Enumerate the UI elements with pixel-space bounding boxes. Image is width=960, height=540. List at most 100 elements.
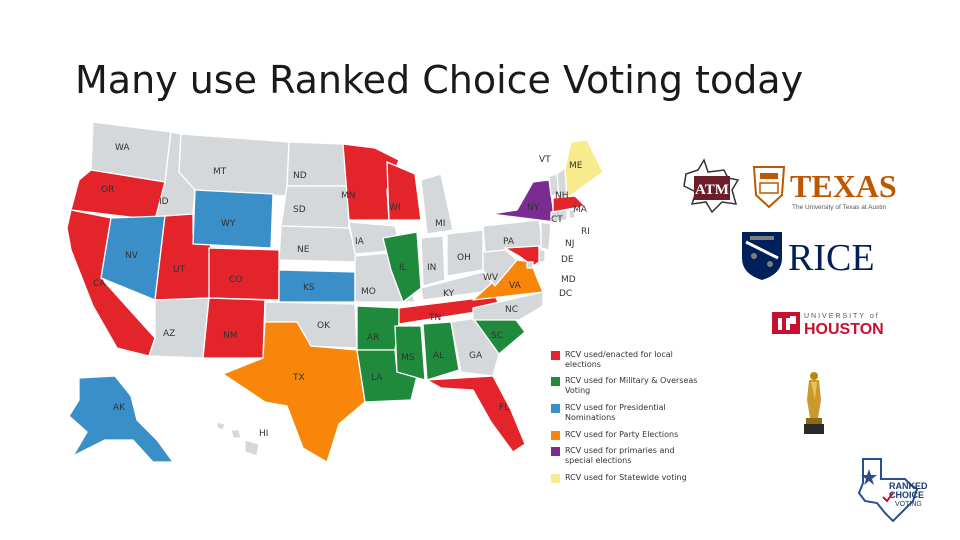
state-fl [426, 375, 526, 453]
rcv-texas-logo: RANKED CHOICE VOTING [855, 455, 941, 525]
state-label-sd: SD [293, 205, 306, 215]
rcv-logo-line3: VOTING [895, 501, 922, 508]
state-or [70, 169, 166, 221]
legend-swatch-primaries [551, 447, 560, 456]
state-mn [342, 143, 400, 221]
state-label-wa: WA [115, 143, 130, 153]
state-label-tn: TN [428, 313, 441, 323]
legend-label: RCV used for Military & Overseas Voting [565, 376, 698, 395]
state-label-tx: TX [292, 373, 305, 383]
map-legend: RCV used/enacted for local elections RCV… [545, 336, 707, 488]
state-label-md: MD [561, 275, 576, 285]
oscar-statuette-icon [796, 370, 832, 438]
state-label-ne: NE [297, 245, 310, 255]
ut-austin-logo: TEXAS The University of Texas at Austin [752, 163, 916, 215]
houston-logo: UNIVERSITY of HOUSTON [770, 308, 902, 344]
state-label-nd: ND [293, 171, 307, 181]
legend-label: RCV used for Statewide voting [565, 473, 687, 482]
state-label-dc: DC [559, 289, 572, 299]
houston-top-text: UNIVERSITY of [804, 313, 880, 320]
state-nm [202, 297, 266, 359]
us-map-svg: WA OR CA ID NV UT AZ MT WY CO NM ND SD NE KS OK TX MN IA MO… [43, 110, 660, 480]
state-nc [472, 291, 544, 321]
state-label-ks: KS [303, 283, 315, 293]
state-label-or: OR [101, 185, 114, 195]
state-label-nh: NH [555, 191, 569, 201]
state-md [504, 245, 540, 267]
legend-swatch-military [551, 377, 560, 386]
legend-swatch-party [551, 431, 560, 440]
state-label-in: IN [427, 263, 436, 273]
state-mt [178, 133, 290, 197]
state-ak [68, 375, 174, 463]
state-label-nc: NC [505, 305, 518, 315]
state-label-ar: AR [367, 333, 379, 343]
state-ma [552, 195, 586, 213]
state-label-mi: MI [435, 219, 445, 229]
state-label-wi: WI [389, 203, 401, 213]
legend-label: RCV used/enacted for local elections [565, 350, 673, 369]
state-mi [420, 173, 454, 235]
state-dc [526, 261, 534, 269]
state-de [538, 249, 546, 263]
legend-label: RCV used for Party Elections [565, 430, 679, 439]
state-label-az: AZ [163, 329, 175, 339]
state-hi [216, 421, 260, 457]
state-label-la: LA [371, 373, 383, 383]
state-label-ny: NY [527, 203, 540, 213]
state-label-nj: NJ [565, 239, 574, 249]
state-label-hi: HI [259, 429, 268, 439]
state-label-nv: NV [125, 251, 139, 261]
state-label-ky: KY [443, 289, 455, 299]
state-label-al: AL [433, 351, 444, 361]
state-label-nm: NM [223, 331, 238, 341]
state-ne [278, 225, 360, 263]
page-title: Many use Ranked Choice Voting today [75, 58, 804, 102]
texas-am-logo-text: ATM [695, 182, 729, 198]
state-label-sc: SC [491, 331, 503, 341]
state-label-ok: OK [317, 321, 331, 331]
state-al [422, 321, 460, 381]
houston-wordmark: HOUSTON [804, 321, 884, 338]
state-label-vt: VT [539, 155, 551, 165]
state-label-me: ME [569, 161, 583, 171]
texas-am-logo: ATM [678, 156, 744, 216]
state-label-id: ID [159, 197, 169, 207]
state-label-va: VA [509, 281, 522, 291]
state-wy [192, 189, 274, 249]
state-label-ri: RI [581, 227, 590, 237]
state-ks [278, 269, 356, 303]
rcv-logo-line1: RANKED [889, 481, 928, 491]
legend-label: RCV used for primaries and special elect… [565, 446, 675, 465]
state-label-de: DE [561, 255, 574, 265]
legend-swatch-local [551, 351, 560, 360]
state-label-wv: WV [483, 273, 499, 283]
state-label-oh: OH [457, 253, 471, 263]
state-ms [394, 325, 426, 381]
legend-swatch-statewide [551, 474, 560, 483]
state-wi [386, 161, 422, 221]
state-label-mn: MN [341, 191, 356, 201]
state-label-ut: UT [173, 265, 186, 275]
state-sd [280, 185, 350, 229]
state-label-il: IL [399, 263, 407, 273]
state-label-ak: AK [113, 403, 126, 413]
state-label-ma: MA [573, 205, 588, 215]
us-map: WA OR CA ID NV UT AZ MT WY CO NM ND SD NE KS OK TX MN IA MO… [43, 110, 660, 480]
ut-austin-wordmark: TEXAS [790, 168, 897, 204]
state-label-ct: CT [551, 215, 563, 225]
state-label-ia: IA [355, 237, 365, 247]
state-label-ga: GA [469, 351, 483, 361]
state-nj [540, 221, 552, 251]
state-co [208, 247, 280, 301]
ut-austin-subtitle: The University of Texas at Austin [792, 204, 887, 211]
state-label-pa: PA [503, 237, 515, 247]
state-label-fl: FL [499, 403, 509, 413]
state-label-mo: MO [361, 287, 376, 297]
legend-label: RCV used for Presidential Nominations [565, 403, 666, 422]
state-in [420, 235, 446, 287]
state-il [382, 231, 422, 303]
state-az [148, 297, 210, 359]
state-label-ca: CA [93, 279, 106, 289]
state-label-co: CO [229, 275, 242, 285]
